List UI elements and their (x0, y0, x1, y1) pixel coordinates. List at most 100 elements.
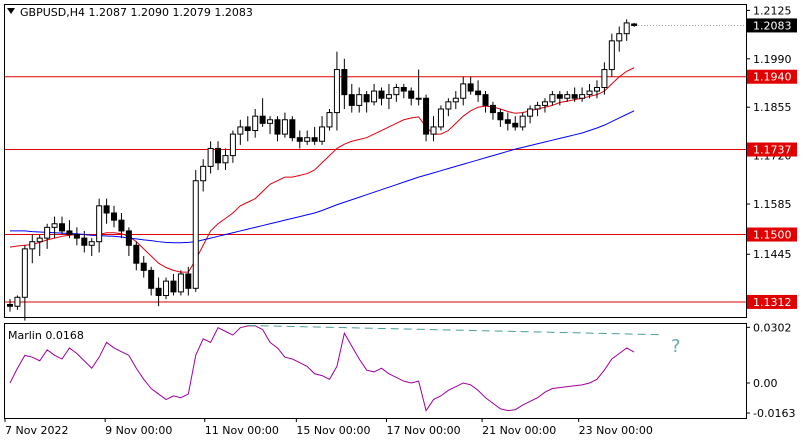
level-tag-label: 1.1500 (753, 229, 792, 242)
candle-body-bear (185, 273, 192, 289)
level-tag (747, 69, 797, 84)
candle (408, 87, 415, 106)
candle-body-bull (44, 226, 51, 239)
candle-body-bull (452, 97, 459, 103)
candle (21, 245, 28, 321)
candle (356, 87, 363, 113)
candle (415, 69, 422, 106)
candle-body-bear (7, 303, 13, 307)
candle (88, 238, 95, 257)
candle (281, 112, 288, 138)
candle-body-bull (304, 137, 311, 142)
time-tick-label: 7 Nov 2022 (5, 424, 68, 437)
price-tick-label: 1.1990 (753, 53, 792, 66)
candle (177, 270, 184, 296)
candle (564, 91, 571, 102)
candle (460, 76, 467, 106)
indicator-tick-label: 0.00 (753, 377, 778, 390)
candle-body-bull (623, 22, 630, 35)
candle-body-bull (593, 86, 600, 92)
level-tag-label: 1.1737 (753, 144, 792, 157)
candle (437, 105, 444, 131)
candle (259, 98, 266, 127)
candle-body-bear (475, 90, 482, 96)
candle-body-bull (319, 126, 326, 142)
candle (497, 109, 504, 127)
candle (363, 91, 370, 113)
candle (504, 112, 511, 131)
candle-body-bear (66, 230, 73, 236)
candle-body-bull (192, 180, 199, 289)
candle-body-bull (177, 273, 184, 293)
time-tick-label: 15 Nov 00:00 (296, 424, 370, 437)
candlestick-series (7, 19, 638, 321)
candle (519, 112, 526, 131)
candle (489, 101, 496, 120)
candle (475, 80, 482, 102)
candle-body-bull (616, 33, 623, 42)
candle-body-bear (81, 237, 88, 246)
candle (534, 101, 541, 117)
candle (601, 62, 608, 95)
candle (66, 220, 73, 239)
candle-body-bull (333, 69, 340, 114)
time-tick-label: 21 Nov 00:00 (482, 424, 556, 437)
price-tick-label: 1.1585 (753, 198, 792, 211)
candle (631, 22, 638, 27)
time-tick-label: 11 Nov 00:00 (205, 424, 279, 437)
candle-body-bear (133, 244, 140, 264)
candle-body-bull (385, 94, 392, 99)
candle (51, 216, 58, 239)
candle (96, 198, 103, 253)
candle-body-bull (371, 90, 378, 103)
ma-fast-line (9, 67, 635, 273)
level-tag-label: 1.1940 (753, 71, 792, 84)
candle-body-bull (579, 94, 586, 99)
indicator-tick-label: 0.0302 (753, 321, 792, 334)
candle (118, 213, 125, 239)
candle (36, 234, 43, 257)
candle (14, 295, 21, 310)
candle-body-bull (222, 155, 229, 164)
candle (274, 116, 281, 142)
candle-body-bear (408, 90, 415, 99)
candle-body-bear (274, 119, 281, 135)
candle-body-bear (482, 94, 489, 106)
down-triangle-icon[interactable] (7, 8, 15, 14)
candle-body-bear (363, 94, 370, 103)
candle-body-bear (296, 137, 303, 142)
candle (623, 19, 630, 41)
candle (579, 87, 586, 102)
candle-body-bear (125, 230, 132, 246)
candle (125, 227, 132, 257)
candle (348, 83, 355, 113)
candle-body-bear (571, 94, 578, 99)
candle-body-bear (497, 112, 504, 121)
candle (222, 148, 229, 170)
candle-body-bull (51, 223, 58, 228)
candle (512, 116, 519, 131)
candle-body-bull (415, 97, 422, 100)
candle-body-bull (356, 94, 363, 106)
candle-body-bull (163, 280, 170, 296)
candle (467, 76, 474, 95)
candle-body-bull (267, 119, 274, 124)
candle (81, 230, 88, 253)
candle-body-bear (118, 219, 125, 232)
candle-body-bear (289, 119, 296, 139)
candle-body-bear (111, 212, 118, 221)
candle-body-bull (207, 147, 214, 167)
candle-body-bull (519, 115, 526, 128)
candle-body-bear (244, 126, 251, 132)
candle (59, 216, 66, 235)
candle (200, 159, 207, 192)
current-price-label: 1.2083 (753, 19, 792, 32)
candle (133, 241, 140, 271)
candle (430, 116, 437, 142)
candle (378, 87, 385, 106)
candle (296, 130, 303, 149)
ma-slow-line (10, 110, 635, 244)
candle (556, 91, 563, 106)
time-tick-label: 23 Nov 00:00 (579, 424, 653, 437)
candle (111, 205, 118, 228)
